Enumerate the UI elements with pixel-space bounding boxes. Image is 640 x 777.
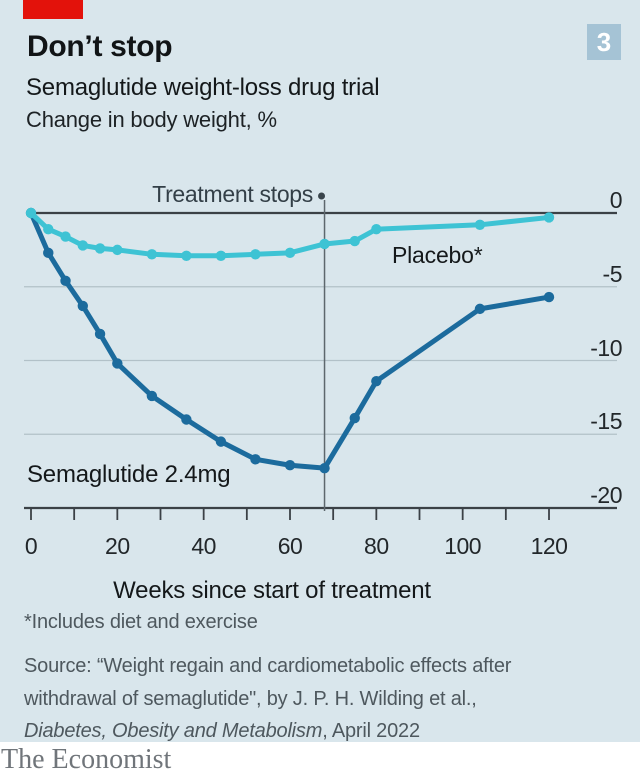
data-point	[284, 460, 296, 471]
data-point	[371, 224, 382, 235]
x-axis-title: Weeks since start of treatment	[113, 577, 431, 604]
data-point	[543, 212, 555, 223]
footnote: *Includes diet and exercise	[24, 611, 258, 633]
data-point	[181, 250, 192, 261]
page-title: Don’t stop	[27, 30, 173, 63]
data-point	[77, 300, 89, 312]
data-point	[284, 247, 296, 259]
x-tick-label: 40	[191, 533, 216, 559]
x-tick-label: 100	[444, 533, 482, 559]
data-point	[94, 243, 106, 254]
economist-logo: The Economist	[1, 744, 172, 775]
economist-red-tab	[23, 0, 83, 19]
data-point	[250, 454, 261, 465]
y-tick-label: -20	[590, 482, 622, 508]
y-tick-label: -15	[590, 408, 622, 435]
source-line-1: Source: “Weight regain and cardiometabol…	[24, 655, 512, 677]
data-point	[112, 244, 123, 256]
data-point	[146, 390, 158, 402]
x-tick-label: 80	[364, 533, 389, 559]
annotation-treatment-stops: Treatment stops	[152, 181, 313, 207]
data-point	[349, 235, 360, 247]
series-line-1	[28, 210, 552, 259]
data-point	[77, 240, 89, 251]
series-line-0	[28, 210, 552, 471]
source-journal: Diabetes, Obesity and Metabolism	[24, 720, 323, 742]
data-point	[543, 291, 555, 303]
data-point	[25, 207, 37, 219]
source-line-3: Diabetes, Obesity and Metabolism, April …	[24, 720, 420, 743]
figure-number-badge: 3	[587, 24, 621, 60]
x-tick-label: 120	[530, 533, 568, 559]
data-point	[319, 238, 330, 250]
y-tick-label: -10	[590, 334, 622, 361]
x-tick-label: 60	[277, 533, 303, 559]
data-point	[112, 358, 123, 369]
chart-subtitle: Semaglutide weight-loss drug trial	[26, 74, 380, 101]
data-point	[60, 275, 71, 287]
data-point	[349, 412, 360, 424]
source-line-2: withdrawal of semaglutide", by J. P. H. …	[24, 688, 477, 710]
data-point	[319, 462, 330, 474]
data-point	[146, 249, 158, 260]
data-point	[474, 303, 486, 315]
data-point	[474, 219, 486, 230]
data-point	[94, 328, 106, 340]
series-label-semaglutide: Semaglutide 2.4mg	[27, 461, 231, 488]
annotation-dot	[318, 192, 326, 200]
series-label-placebo: Placebo*	[392, 242, 483, 268]
data-point	[215, 250, 227, 261]
y-tick-label: 0	[609, 187, 623, 213]
data-point	[181, 414, 192, 425]
source-date: , April 2022	[322, 720, 420, 742]
x-tick-label: 0	[24, 533, 38, 559]
data-point	[60, 231, 71, 242]
data-point	[43, 247, 54, 259]
data-point	[43, 224, 54, 235]
y-tick-label: -5	[602, 260, 623, 287]
data-point	[250, 249, 261, 260]
data-point	[215, 436, 227, 447]
x-tick-label: 20	[105, 533, 130, 559]
chart-unit-label: Change in body weight, %	[26, 107, 277, 132]
data-point	[371, 375, 382, 387]
chart-background-panel	[0, 0, 640, 742]
